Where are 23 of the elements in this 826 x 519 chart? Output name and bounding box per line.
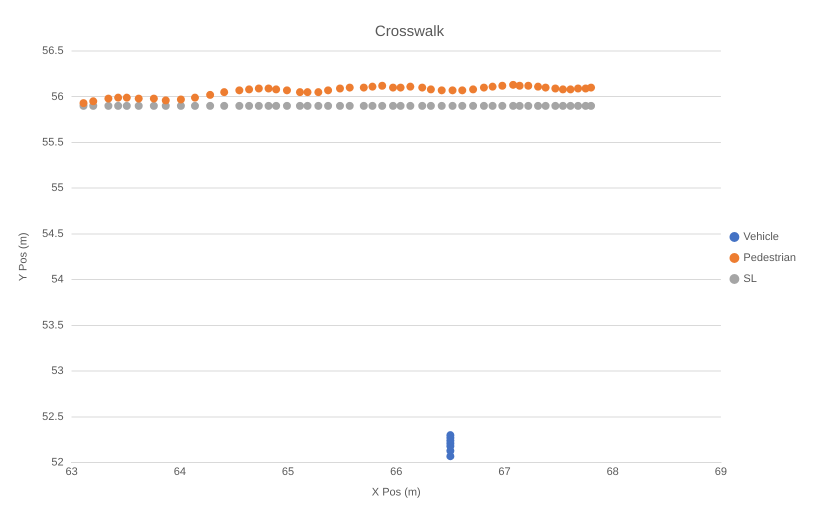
legend-label: SL	[743, 273, 757, 286]
x-axis-title: X Pos (m)	[372, 486, 421, 498]
y-tick-label: 55	[51, 182, 64, 194]
x-tick-label: 64	[174, 466, 186, 478]
y-tick-label: 53	[51, 365, 64, 378]
y-tick-label: 55.5	[42, 136, 64, 148]
y-tick-label: 54.5	[42, 228, 64, 240]
y-tick-label: 52	[51, 456, 64, 469]
x-tick-label: 65	[282, 466, 294, 478]
y-tick-label: 56.5	[42, 45, 64, 58]
y-tick-label: 56	[51, 90, 64, 103]
chart-title: Crosswalk	[374, 23, 445, 40]
legend-label: Pedestrian	[743, 252, 796, 264]
x-tick-label: 67	[498, 466, 511, 478]
x-tick-label: 63	[65, 466, 78, 478]
legend-label: Vehicle	[743, 231, 779, 244]
y-tick-label: 52.5	[42, 410, 64, 423]
x-tick-label: 68	[606, 466, 619, 478]
x-tick-label: 66	[390, 466, 402, 478]
y-tick-label: 53.5	[42, 319, 64, 332]
x-tick-label: 69	[714, 466, 728, 478]
y-axis-title: Y Pos (m)	[18, 232, 30, 282]
y-tick-label: 54	[51, 274, 64, 286]
